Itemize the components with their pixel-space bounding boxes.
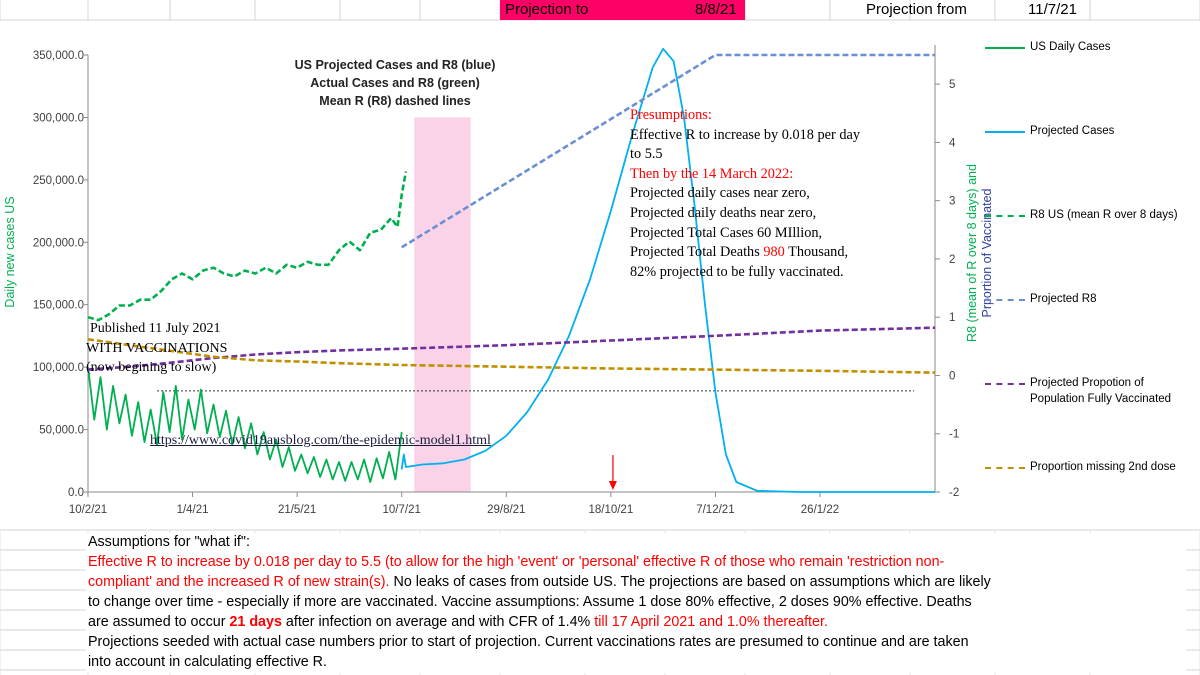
assumptions-line-2: compliant' and the increased R of new st… [88,572,991,592]
x-tick-label: 18/10/21 [588,504,633,516]
y-tick-label: 0.0 [68,487,84,499]
with-vaccinations: WITH VACCINATIONS [86,340,228,356]
y-tick-label: 300,000.0 [33,112,84,124]
legend-label: Projected Propotion of Population Fully … [1030,377,1172,405]
line-cases-zero: Projected daily cases near zero, [630,185,810,202]
legend-swatch [985,131,1025,133]
legend-swatch [985,383,1025,385]
assumptions-heading: Assumptions for "what if": [88,534,250,550]
legend-label: Projected Cases [1030,125,1115,137]
presumptions-title: Presumptions: [630,107,712,123]
legend-label: US Daily Cases [1030,41,1111,53]
x-tick-label: 7/12/21 [696,504,734,516]
title-line-2: Actual Cases and R8 (green) [310,76,480,90]
assumptions-line-4: are assumed to occur 21 days after infec… [88,612,828,632]
published-date: Published 11 July 2021 [90,321,221,336]
y2-tick-label: -1 [949,429,959,441]
assumptions-line-4-red: till 17 April 2021 and 1.0% thereafter. [594,614,828,630]
x-tick-label: 10/2/21 [69,504,107,516]
y2-tick-label: 2 [949,254,955,266]
projection-to-value: 8/8/21 [695,1,737,18]
chart-title: US Projected Cases and R8 (blue) Actual … [250,56,540,110]
legend-swatch [985,299,1025,301]
x-tick-label: 26/1/22 [801,504,839,516]
x-tick-label: 1/4/21 [177,504,209,516]
legend-swatch [985,215,1025,217]
y-tick-label: 200,000.0 [33,237,84,249]
projection-arrow-head [608,481,617,490]
y-tick-label: 100,000.0 [33,362,84,374]
y2-tick-label: 0 [949,370,955,382]
line-total-cases: Projected Total Cases 60 MIllion, [630,224,823,241]
y2-axis-label: R8 (mean of R over 8 days) and Prportion… [965,123,995,383]
total-deaths-pre: Projected Total Deaths [630,244,764,261]
series-line-2 [87,171,408,322]
projection-to-cell[interactable] [500,0,745,20]
line-deaths-zero: Projected daily deaths near zero, [630,204,817,221]
y2-label-line-2: Prportion of Vaccinated [980,188,994,318]
then-by: Then by the 14 March 2022: [630,165,794,182]
assumptions-line-2-black: No leaks of cases from outside US. The p… [389,574,991,590]
legend-swatch [985,47,1025,49]
line-vaccinated: 82% projected to be fully vaccinated. [630,263,844,280]
series-line-1 [400,47,935,493]
published-note: Published 11 July 2021 WITH VACCINATIONS… [86,319,227,378]
y2-tick-label: 1 [949,312,955,324]
y2-tick-label: -2 [949,487,959,499]
assumptions-line-4-bold: 21 days [229,614,282,630]
series-line-3 [401,53,935,249]
legend-label: Proportion missing 2nd dose [1030,461,1176,473]
y-axis-label: Daily new cases US [3,196,17,308]
y2-tick-label: 4 [949,137,956,149]
y-tick-label: 50,000.0 [39,425,84,437]
legend-label: Projected R8 [1030,293,1097,305]
series-line-0 [87,366,403,483]
y-tick-label: 150,000.0 [33,300,84,312]
title-line-1: US Projected Cases and R8 (blue) [294,58,496,72]
line-total-deaths: Projected Total Deaths 980 Thousand, [630,243,860,263]
now-slowing: (now begining to slow) [86,360,217,375]
projection-to-label: Projection to [505,1,589,18]
assumptions-line-4-mid: after infection on average and with CFR … [281,614,595,630]
presumption-1: Effective R to increase by 0.018 per day [630,126,860,143]
title-line-3: Mean R (R8) dashed lines [319,94,471,108]
legend-swatch [985,467,1025,469]
assumptions-line-4-pre: are assumed to occur [88,614,230,630]
x-tick-label: 29/8/21 [487,504,525,516]
total-deaths-number: 980 [763,244,785,261]
y2-tick-label: 5 [949,79,955,91]
series-line-4 [87,326,936,371]
shaded-projection-region [414,117,471,492]
projection-from-label: Projection from [866,1,967,18]
y2-tick-label: 3 [949,196,955,208]
series-line-5 [87,338,936,374]
x-tick-label: 21/5/21 [278,504,316,516]
y-tick-label: 350,000.0 [33,50,84,62]
assumptions-line-5: Projections seeded with actual case numb… [88,634,969,650]
y2-label-line-1: R8 (mean of R over 8 days) and [965,164,979,342]
presumption-2: to 5.5 [630,146,663,163]
y-tick-label: 250,000.0 [33,175,84,187]
x-tick-label: 10/7/21 [383,504,421,516]
assumptions-bg [86,533,1186,673]
assumptions-line-2-red: compliant' and the increased R of new st… [88,574,390,590]
assumptions-line-1: Effective R to increase by 0.018 per day… [88,554,945,570]
blog-link[interactable]: https://www.covid19ausblog.com/the-epide… [150,433,491,448]
projection-from-value: 11/7/21 [1028,1,1077,18]
assumptions-line-3: to change over time - especially if more… [88,594,972,610]
presumptions-box: Presumptions: Effective R to increase by… [630,106,860,282]
legend-label: R8 US (mean R over 8 days) [1030,209,1178,221]
total-deaths-post: Thousand, [784,244,849,261]
assumptions-line-6: into account in calculating effective R. [88,654,327,670]
